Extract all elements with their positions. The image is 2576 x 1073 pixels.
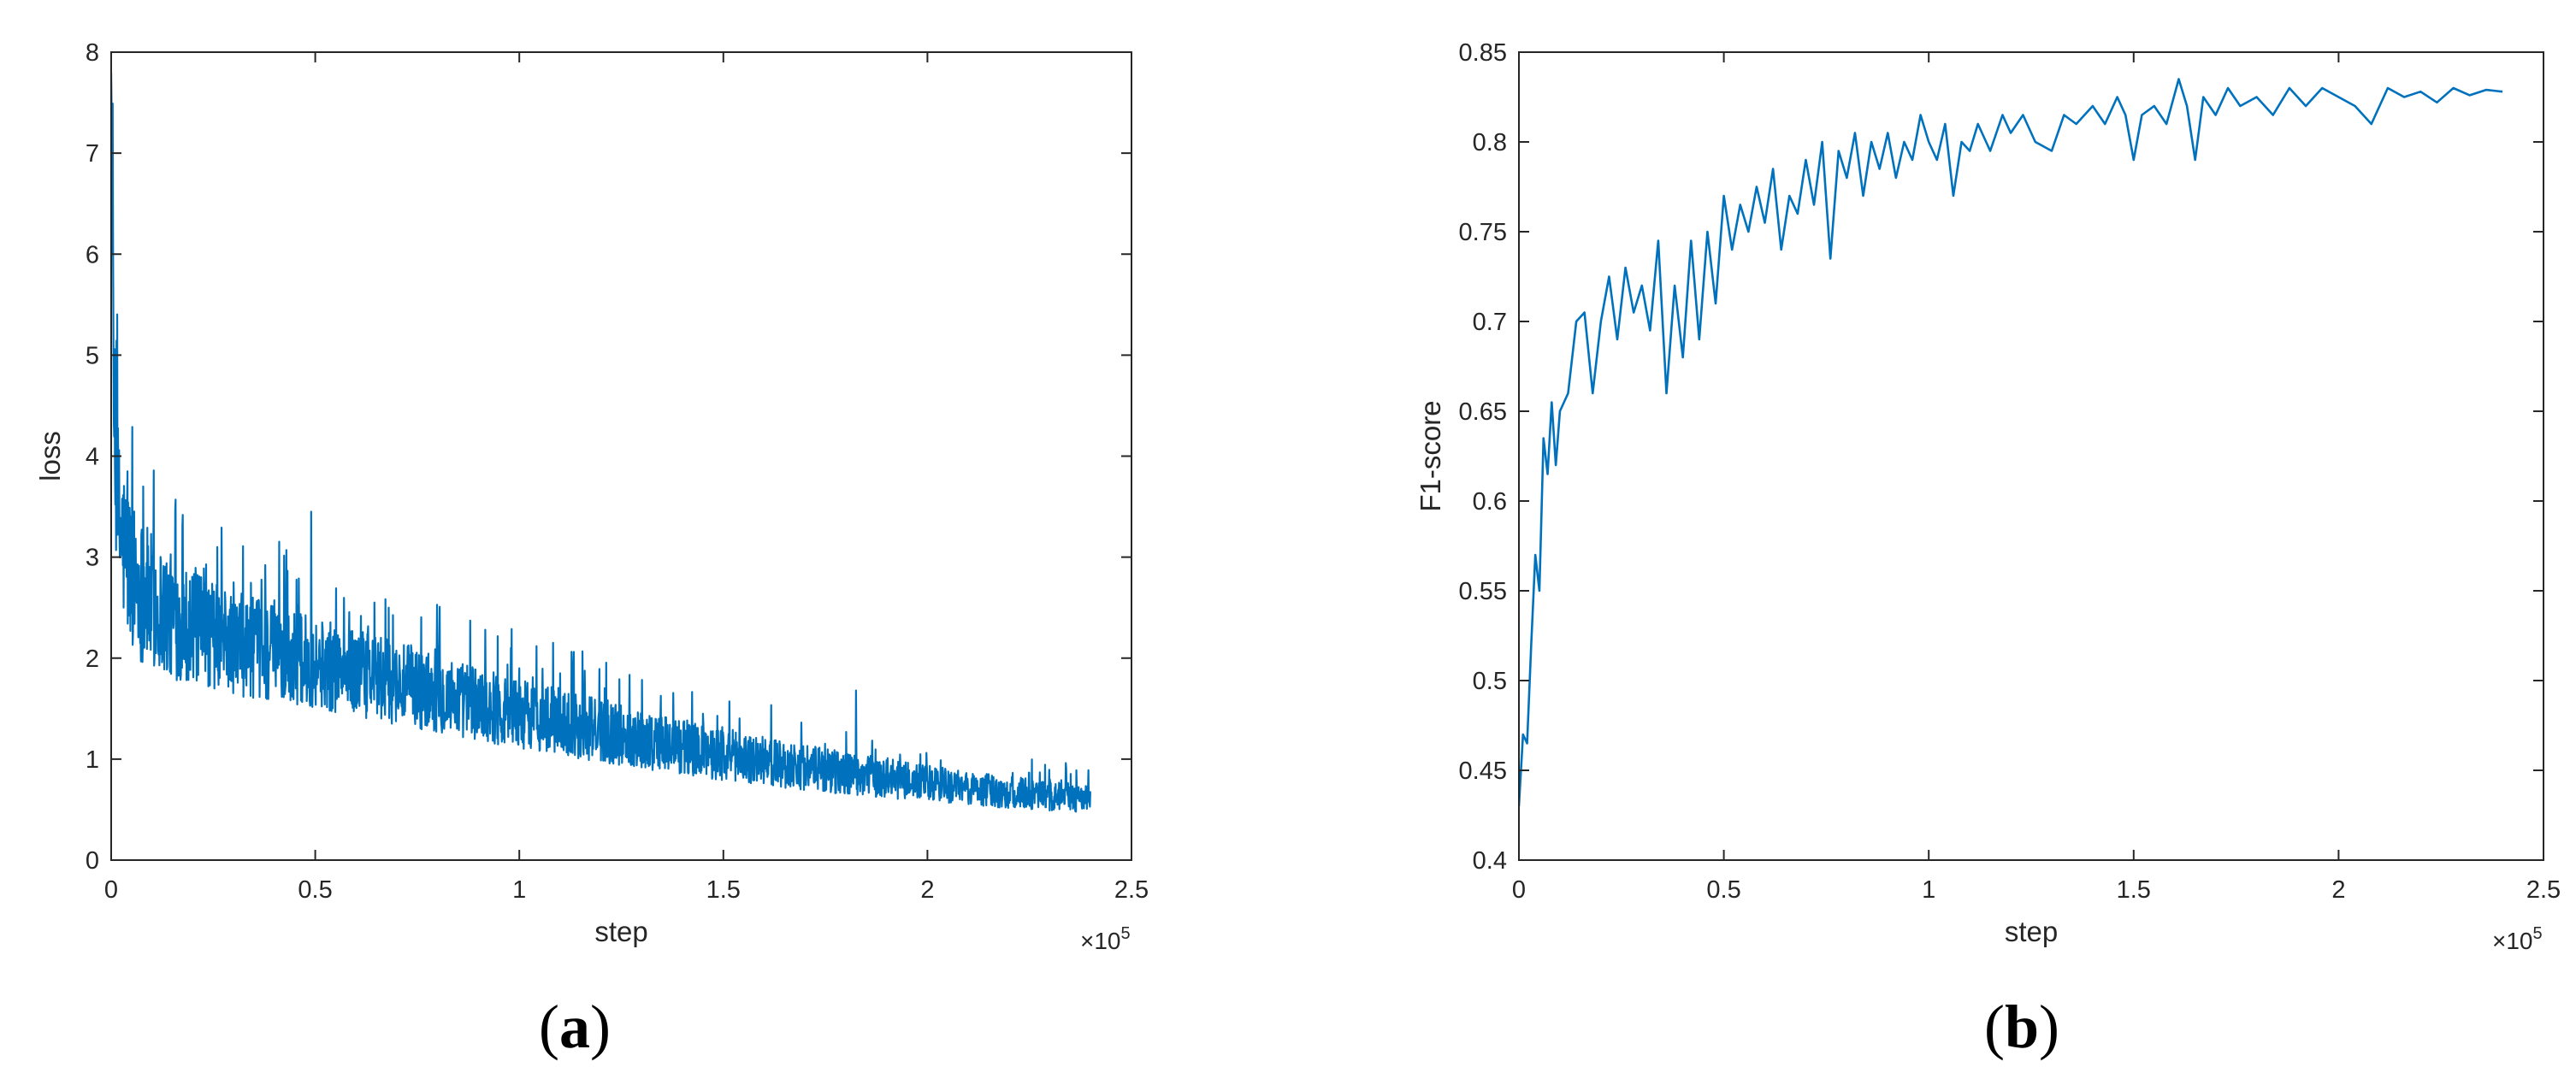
y-axis-label: F1-score xyxy=(1415,400,1446,511)
y-tick-label: 0.85 xyxy=(1459,39,1507,67)
x-tick-label: 2 xyxy=(920,876,934,904)
axes-box xyxy=(1518,51,2544,861)
plot-area xyxy=(1519,78,2503,807)
chart-panel-b: 0 0.5 1 1.5 2 2.5 0.4 0.45 0.5 0.55 0.6 0.65 0.7 0.75… xyxy=(1415,39,2561,1061)
y-tick-label: 0.7 xyxy=(1473,309,1507,336)
x-tick-label: 0.5 xyxy=(1706,876,1740,904)
x-axis-label: step xyxy=(594,916,647,947)
x-tick-label: 0 xyxy=(1512,876,1526,904)
panel-label: (a) xyxy=(539,993,611,1061)
x-exponent-label: ×105 xyxy=(1080,924,1131,954)
x-tick-label: 2.5 xyxy=(2526,876,2561,904)
x-tick-label: 0.5 xyxy=(298,876,332,904)
chart-panel-a: 0 0.5 1 1.5 2 2.5 0 1 2 3 4 5 6 7 8 step loss ×105 (a) xyxy=(34,39,1149,1061)
x-tick-label: 0 xyxy=(104,876,118,904)
y-tick-label: 7 xyxy=(86,140,99,168)
y-tick-label: 0.75 xyxy=(1459,219,1507,246)
panel-label: (b) xyxy=(1984,993,2059,1061)
x-tick-label: 2 xyxy=(2331,876,2345,904)
y-tick-label: 0.45 xyxy=(1459,758,1507,785)
y-tick-label: 1 xyxy=(86,746,99,774)
plot-area xyxy=(111,72,1092,813)
y-tick-label: 0.5 xyxy=(1473,668,1507,695)
x-tick-label: 1 xyxy=(512,876,526,904)
y-tick-label: 0.55 xyxy=(1459,578,1507,605)
x-tick-label: 1 xyxy=(1922,876,1935,904)
y-tick-label: 0.6 xyxy=(1473,488,1507,516)
x-exponent-label: ×105 xyxy=(2492,924,2543,954)
x-tick-label: 1.5 xyxy=(2117,876,2151,904)
x-axis-label: step xyxy=(2005,916,2058,947)
x-tick-label: 1.5 xyxy=(706,876,741,904)
x-tick-label: 2.5 xyxy=(1114,876,1149,904)
y-tick-label: 3 xyxy=(86,545,99,572)
y-axis-label: loss xyxy=(34,431,66,481)
y-tick-label: 4 xyxy=(86,444,99,471)
series-line-loss xyxy=(111,72,1092,813)
series-line-f1 xyxy=(1519,78,2503,807)
y-tick-label: 5 xyxy=(86,342,99,369)
y-tick-label: 2 xyxy=(86,646,99,673)
y-tick-label: 8 xyxy=(86,39,99,67)
y-tick-label: 0.4 xyxy=(1473,847,1507,875)
y-tick-label: 6 xyxy=(86,241,99,268)
y-tick-label: 0.65 xyxy=(1459,398,1507,426)
y-tick-label: 0 xyxy=(86,847,99,875)
y-tick-label: 0.8 xyxy=(1473,129,1507,156)
